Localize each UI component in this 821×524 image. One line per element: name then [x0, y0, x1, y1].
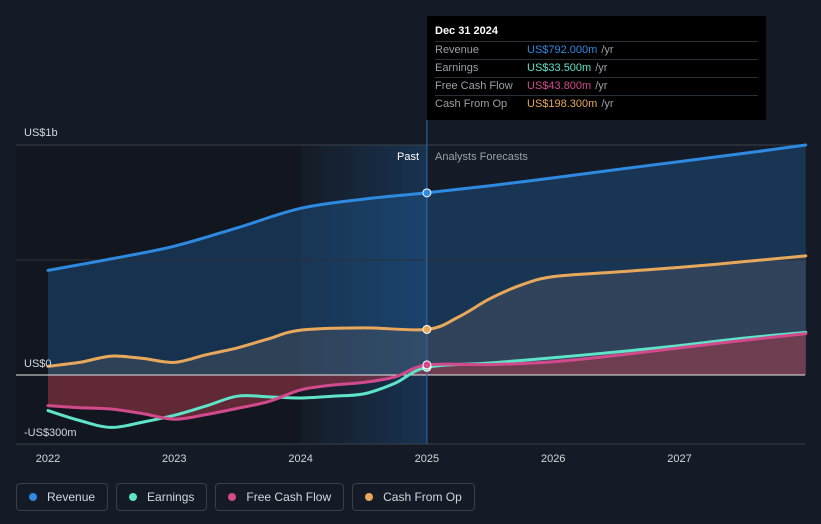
tooltip-unit: /yr [595, 80, 608, 92]
legend-item-revenue[interactable]: Revenue [16, 483, 109, 511]
free-cash-flow-line [46, 332, 808, 421]
y-label-bottom: -US$300m [24, 427, 77, 439]
legend-item-earnings[interactable]: Earnings [116, 483, 208, 511]
tooltip-row-revenue: Revenue US$792.000m /yr [435, 42, 758, 60]
x-tick-label: 2027 [667, 453, 691, 465]
cash-from-op-marker [422, 324, 432, 334]
tooltip-unit: /yr [601, 44, 614, 56]
legend-label: Cash From Op [383, 490, 462, 504]
tooltip-unit: /yr [601, 98, 614, 110]
free-cash-flow-area [48, 333, 806, 420]
free-cash-flow-marker [422, 360, 432, 370]
y-label-zero: US$0 [24, 358, 52, 370]
x-tick-label: 2025 [415, 453, 439, 465]
tooltip-label: Earnings [435, 62, 479, 74]
legend-dot-icon [129, 493, 138, 501]
tooltip-value: US$198.300m [527, 98, 598, 110]
x-tick-label: 2026 [541, 453, 565, 465]
revenue-line [46, 143, 808, 272]
legend-label: Free Cash Flow [246, 490, 332, 504]
tooltip-date: Dec 31 2024 [435, 24, 758, 42]
tooltip-value: US$33.500m [527, 62, 592, 74]
tooltip-row-free-cash-flow: Free Cash Flow US$43.800m /yr [435, 78, 758, 96]
legend-label: Revenue [47, 490, 96, 504]
tooltip-value: US$43.800m [527, 80, 592, 92]
x-tick-label: 2023 [162, 453, 186, 465]
revenue-marker [422, 188, 432, 198]
tooltip-row-earnings: Earnings US$33.500m /yr [435, 60, 758, 78]
tooltip-label: Cash From Op [435, 98, 508, 110]
tooltip-panel: Dec 31 2024 Revenue US$792.000m /yr Earn… [427, 16, 766, 120]
legend: Revenue Earnings Free Cash Flow Cash Fro… [16, 483, 475, 511]
earnings-line [46, 330, 808, 429]
x-tick-label: 2022 [36, 453, 60, 465]
x-tick-label: 2024 [288, 453, 312, 465]
tooltip-row-cash-from-op: Cash From Op US$198.300m /yr [435, 96, 758, 113]
legend-dot-icon [365, 493, 374, 501]
tooltip-unit: /yr [595, 62, 608, 74]
y-label-top: US$1b [24, 127, 58, 139]
legend-item-cash-from-op[interactable]: Cash From Op [352, 483, 475, 511]
legend-label: Earnings [147, 490, 195, 504]
tooltip-label: Revenue [435, 44, 480, 56]
legend-dot-icon [228, 493, 237, 501]
forecast-label: Analysts Forecasts [435, 151, 528, 163]
cash-from-op-area [48, 255, 806, 375]
cash-from-op-line [46, 254, 808, 368]
tooltip-label: Free Cash Flow [435, 80, 513, 92]
legend-item-free-cash-flow[interactable]: Free Cash Flow [215, 483, 345, 511]
tooltip-value: US$792.000m [527, 44, 598, 56]
past-label: Past [397, 151, 419, 163]
legend-dot-icon [29, 493, 37, 501]
